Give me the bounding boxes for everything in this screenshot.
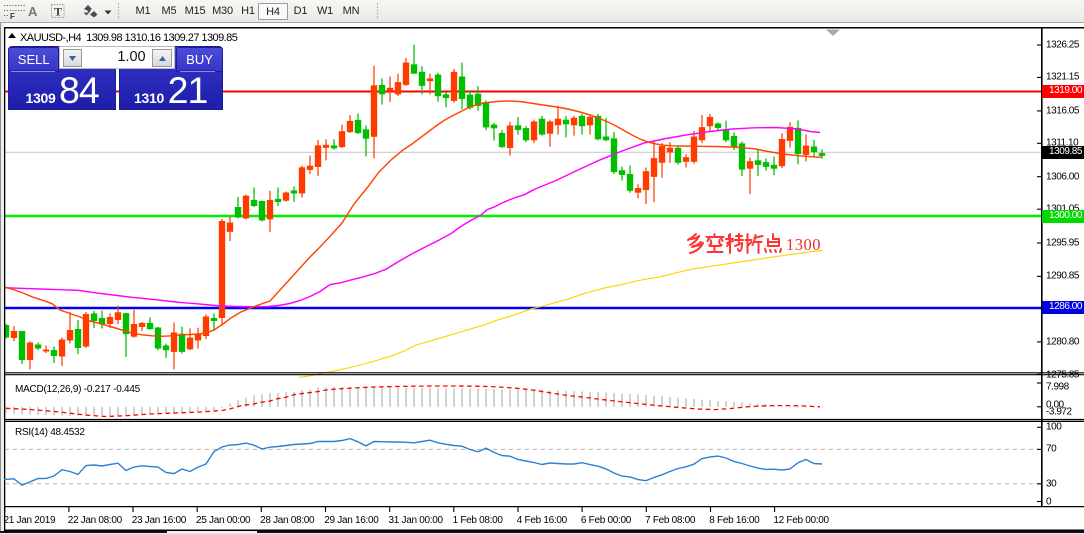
svg-text:T: T bbox=[54, 5, 62, 19]
svg-text:F: F bbox=[10, 12, 15, 21]
svg-text:A: A bbox=[28, 4, 38, 19]
